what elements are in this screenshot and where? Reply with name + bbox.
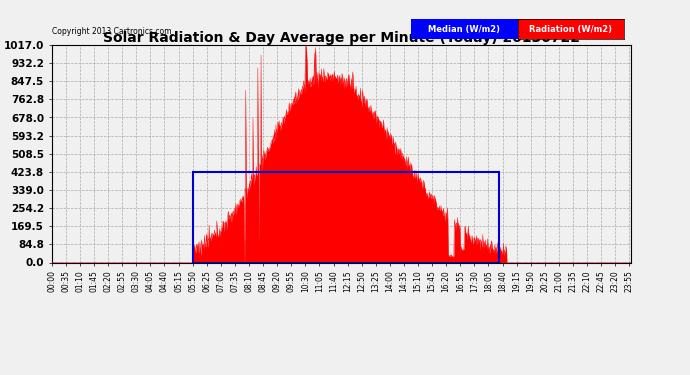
Title: Solar Radiation & Day Average per Minute (Today) 20130722: Solar Radiation & Day Average per Minute…: [103, 31, 580, 45]
Bar: [193, 172, 498, 262]
Text: Copyright 2013 Cartronics.com: Copyright 2013 Cartronics.com: [52, 27, 171, 36]
Text: Radiation (W/m2): Radiation (W/m2): [529, 25, 613, 34]
Text: Median (W/m2): Median (W/m2): [428, 25, 500, 34]
